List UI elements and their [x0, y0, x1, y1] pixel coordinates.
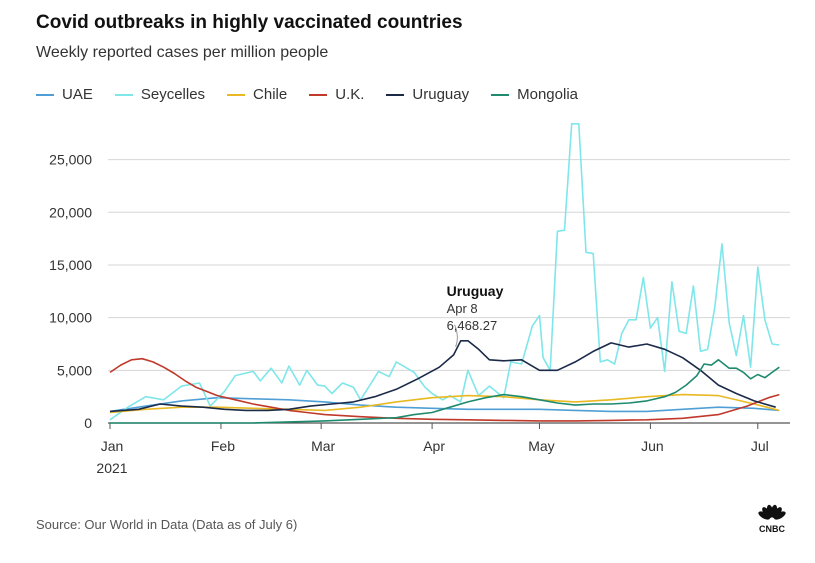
- series-lines: [109, 123, 780, 424]
- legend-item-mongolia: Mongolia: [491, 86, 578, 103]
- legend-swatch: [36, 93, 54, 96]
- chart-subtitle: Weekly reported cases per million people: [36, 44, 329, 61]
- legend-swatch: [309, 93, 328, 96]
- annotation-label: Uruguay: [447, 283, 504, 299]
- x-axis-ticks: Jan Feb Mar Apr May Jun Jul 2021: [96, 423, 769, 476]
- legend-item-uk: U.K.: [309, 86, 364, 103]
- annotation-value: 6,468.27: [447, 318, 498, 333]
- series-line-uae: [109, 396, 780, 413]
- x-tick-label: Apr: [423, 438, 445, 454]
- x-tick-year: 2021: [96, 460, 127, 476]
- y-tick-label: 15,000: [49, 257, 92, 273]
- y-tick-label: 25,000: [49, 152, 92, 168]
- cnbc-logo-icon: CNBC: [758, 504, 786, 534]
- y-axis-ticks: 0 5,000 10,000 15,000 20,000 25,000: [49, 152, 92, 431]
- y-tick-label: 0: [84, 415, 92, 431]
- source-note: Source: Our World in Data (Data as of Ju…: [36, 517, 298, 532]
- x-tick-label: Jul: [751, 438, 769, 454]
- legend-label: Seycelles: [140, 86, 206, 103]
- series-line-uruguay: [109, 340, 776, 413]
- x-tick-label: Mar: [311, 438, 335, 454]
- legend-swatch: [491, 93, 510, 96]
- peacock-feather: [773, 511, 786, 520]
- legend-label: UAE: [62, 86, 93, 103]
- x-tick-label: Jan: [101, 438, 124, 454]
- legend-label: Mongolia: [517, 86, 578, 103]
- chart-legend: UAE Seycelles Chile U.K. Uruguay Mongolia: [36, 86, 600, 103]
- legend-label: Chile: [253, 86, 288, 103]
- legend-swatch: [386, 93, 405, 96]
- legend-swatch: [114, 93, 133, 96]
- annotation-date: Apr 8: [447, 301, 478, 316]
- peacock-feather: [758, 511, 771, 520]
- peacock-feather: [772, 507, 782, 519]
- series-line-mongolia: [110, 359, 780, 424]
- line-chart: 0 5,000 10,000 15,000 20,000 25,000 Jan Feb Mar…: [49, 123, 790, 476]
- legend-label: Uruguay: [412, 86, 470, 103]
- x-tick-label: May: [528, 438, 554, 454]
- x-tick-label: Jun: [641, 438, 664, 454]
- y-tick-label: 10,000: [49, 310, 92, 326]
- annotation-pointer: [454, 324, 458, 348]
- series-line-seycelles: [109, 123, 780, 421]
- uruguay-annotation: Uruguay Apr 8 6,468.27: [447, 283, 504, 348]
- y-tick-label: 20,000: [49, 204, 92, 220]
- peacock-feathers: [758, 504, 786, 520]
- legend-swatch: [227, 93, 246, 96]
- legend-item-uruguay: Uruguay: [386, 86, 469, 103]
- x-tick-label: Feb: [211, 438, 235, 454]
- legend-label: U.K.: [335, 86, 365, 103]
- legend-item-uae: UAE: [36, 86, 93, 103]
- series-line-uk: [109, 357, 780, 422]
- legend-item-chile: Chile: [227, 86, 287, 103]
- y-tick-label: 5,000: [57, 362, 92, 378]
- series-line-chile: [109, 393, 780, 414]
- cnbc-wordmark: CNBC: [759, 524, 785, 534]
- chart-title: Covid outbreaks in highly vaccinated cou…: [36, 12, 463, 33]
- legend-item-seycelles: Seycelles: [114, 86, 206, 103]
